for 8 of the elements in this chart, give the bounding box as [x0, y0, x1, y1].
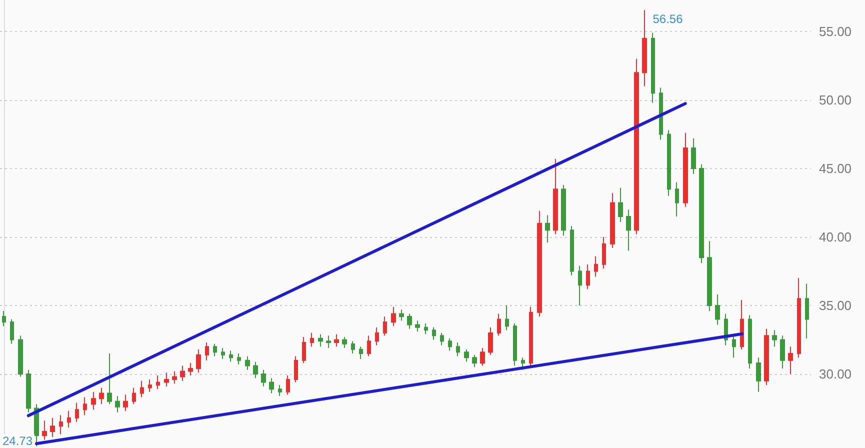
y-tick-label: 30.00 — [819, 366, 852, 382]
y-tick-label: 40.00 — [819, 230, 852, 245]
annotation: 24.73 — [2, 434, 33, 448]
annotation: 56.56 — [652, 12, 684, 26]
y-tick-label: 50.00 — [819, 92, 852, 108]
y-tick-label: 55.00 — [819, 24, 852, 40]
y-tick-label: 35.00 — [819, 298, 852, 314]
y-tick-label: 45.00 — [819, 161, 852, 176]
